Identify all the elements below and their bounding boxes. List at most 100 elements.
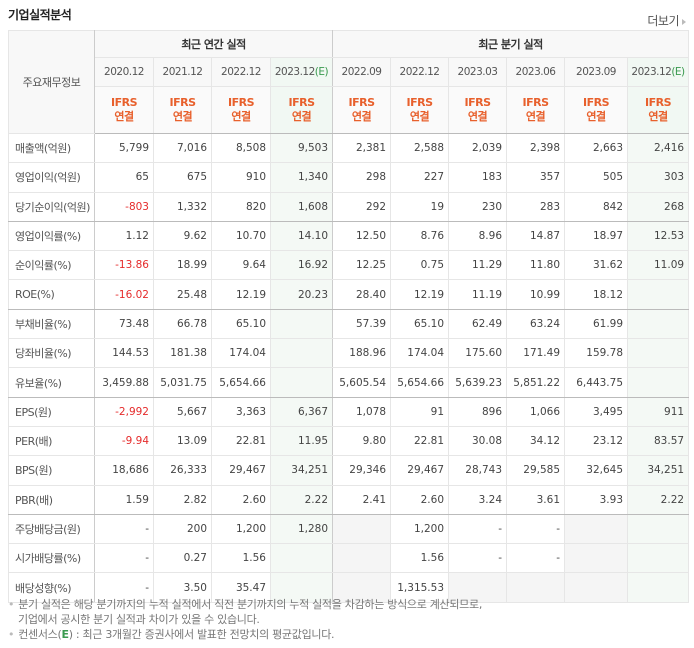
table-row: 시가배당률(%) -0.27 1.56 1.56- -	[8, 543, 690, 574]
value-cell-quarterly: 18.97	[564, 220, 629, 252]
value-cell-quarterly: 22.81	[390, 425, 450, 457]
footnotes: • 분기 실적은 해당 분기까지의 누적 실적에서 직전 분기까지의 누적 실적을…	[8, 597, 482, 642]
row-label: 매출액(억원)	[8, 132, 95, 164]
table-row: 유보율(%) 3,459.88 5,031.75 5,654.66 5,605.54 5,…	[8, 367, 690, 398]
value-cell-annual: 13.09	[153, 425, 212, 457]
value-cell-quarterly: 5,851.22	[506, 367, 566, 398]
value-cell-quarterly: 292	[332, 191, 392, 222]
value-cell-quarterly: 8.96	[448, 220, 508, 252]
value-cell-quarterly: 227	[390, 162, 450, 193]
value-cell-quarterly: 6,443.75	[564, 367, 629, 398]
value-cell-annual: 6,367	[269, 396, 334, 427]
more-link[interactable]: 더보기	[647, 12, 686, 29]
value-cell-annual: 14.10	[269, 220, 334, 252]
row-label: 당좌비율(%)	[8, 338, 95, 369]
value-cell-annual: 9.62	[153, 220, 212, 252]
ifrs-consolidated-label: IFRS 연결	[448, 86, 508, 134]
value-cell-quarterly: 505	[564, 162, 629, 193]
value-cell-quarterly: 12.25	[332, 250, 392, 281]
row-label: 배당성향(%)	[8, 572, 95, 603]
value-cell-quarterly: 3,495	[564, 396, 629, 427]
value-cell-annual: 1.56	[211, 543, 271, 574]
footnote-1-cont: 기업에서 공시한 분기 실적과 차이가 있을 수 있습니다.	[18, 613, 260, 626]
value-cell-quarterly: 8.76	[390, 220, 450, 252]
value-cell-annual	[269, 572, 334, 603]
value-cell-annual	[269, 367, 334, 398]
value-cell-quarterly	[627, 543, 690, 574]
value-cell-quarterly	[564, 513, 629, 545]
value-cell-annual: 2.82	[153, 484, 212, 515]
ifrs-consolidated-label: IFRS 연결	[564, 86, 629, 134]
value-cell-quarterly	[332, 543, 392, 574]
value-cell-quarterly: 31.62	[564, 250, 629, 281]
value-cell-annual: 18,686	[94, 455, 154, 486]
label-column-header: 주요재무정보	[8, 30, 95, 134]
value-cell-quarterly: 3.24	[448, 484, 508, 515]
value-cell-quarterly	[627, 572, 690, 603]
table-row: ROE(%) -16.02 25.48 12.19 20.23 28.40 12.19 11.…	[8, 279, 690, 310]
ifrs-consolidated-label: IFRS 연결	[506, 86, 566, 134]
row-label: 당기순이익(억원)	[8, 191, 95, 222]
value-cell-quarterly: 5,654.66	[390, 367, 450, 398]
estimate-mark: (E)	[671, 66, 685, 78]
value-cell-annual: 5,654.66	[211, 367, 271, 398]
value-cell-annual: -	[94, 572, 154, 603]
quarterly-group-header: 최근 분기 실적	[332, 30, 690, 58]
value-cell-quarterly	[332, 513, 392, 545]
ifrs-consolidated-label: IFRS 연결	[332, 86, 392, 134]
value-cell-annual: 1,332	[153, 191, 212, 222]
table-row: PER(배) -9.94 13.09 22.81 11.95 9.80 22.81 30.08…	[8, 425, 690, 457]
period-header-annual: 2021.12	[153, 57, 212, 87]
value-cell-quarterly: 2,663	[564, 132, 629, 164]
value-cell-annual: 18.99	[153, 250, 212, 281]
value-cell-annual	[269, 543, 334, 574]
value-cell-quarterly: 1.56	[390, 543, 450, 574]
value-cell-quarterly: -	[506, 513, 566, 545]
row-label: 시가배당률(%)	[8, 543, 95, 574]
value-cell-annual: 66.78	[153, 308, 212, 340]
row-label: 영업이익률(%)	[8, 220, 95, 252]
value-cell-quarterly: 3.93	[564, 484, 629, 515]
period-header-quarterly: 2023.03	[448, 57, 508, 87]
value-cell-quarterly: -	[448, 513, 508, 545]
ifrs-consolidated-label: IFRS 연결	[627, 86, 690, 134]
value-cell-quarterly: 2,381	[332, 132, 392, 164]
value-cell-quarterly: 10.99	[506, 279, 566, 310]
value-cell-annual: 10.70	[211, 220, 271, 252]
table-row: 당좌비율(%) 144.53 181.38 174.04 188.96 174.04 175…	[8, 338, 690, 369]
value-cell-quarterly: 62.49	[448, 308, 508, 340]
value-cell-annual: 65	[94, 162, 154, 193]
value-cell-annual: 3,363	[211, 396, 271, 427]
value-cell-annual: -	[94, 543, 154, 574]
value-cell-annual: -16.02	[94, 279, 154, 310]
table-row: BPS(원) 18,686 26,333 29,467 34,251 29,346 29,4…	[8, 455, 690, 486]
value-cell-quarterly: 83.57	[627, 425, 690, 457]
row-label: 영업이익(억원)	[8, 162, 95, 193]
value-cell-quarterly: 57.39	[332, 308, 392, 340]
value-cell-quarterly	[627, 308, 690, 340]
period-header-quarterly: 2023.12(E)	[627, 57, 690, 87]
value-cell-annual: -9.94	[94, 425, 154, 457]
table-row: 부채비율(%) 73.48 66.78 65.10 57.39 65.10 62.49 63.…	[8, 308, 690, 340]
row-label: 유보율(%)	[8, 367, 95, 398]
value-cell-annual: -13.86	[94, 250, 154, 281]
value-cell-quarterly: 34,251	[627, 455, 690, 486]
table-row: 영업이익(억원) 65 675 910 1,340 298 227 183 357 505 303	[8, 162, 690, 193]
value-cell-annual: 26,333	[153, 455, 212, 486]
value-cell-annual: 2.60	[211, 484, 271, 515]
row-label: PBR(배)	[8, 484, 95, 515]
period-header-quarterly: 2022.09	[332, 57, 392, 87]
value-cell-annual: -803	[94, 191, 154, 222]
value-cell-quarterly: 91	[390, 396, 450, 427]
value-cell-quarterly: 896	[448, 396, 508, 427]
value-cell-quarterly: 1,200	[390, 513, 450, 545]
value-cell-annual: 0.27	[153, 543, 212, 574]
value-cell-annual: 20.23	[269, 279, 334, 310]
value-cell-quarterly: 842	[564, 191, 629, 222]
value-cell-annual: 181.38	[153, 338, 212, 369]
value-cell-quarterly: 23.12	[564, 425, 629, 457]
value-cell-quarterly: 911	[627, 396, 690, 427]
value-cell-annual: 25.48	[153, 279, 212, 310]
value-cell-quarterly	[627, 367, 690, 398]
value-cell-annual: 1,280	[269, 513, 334, 545]
